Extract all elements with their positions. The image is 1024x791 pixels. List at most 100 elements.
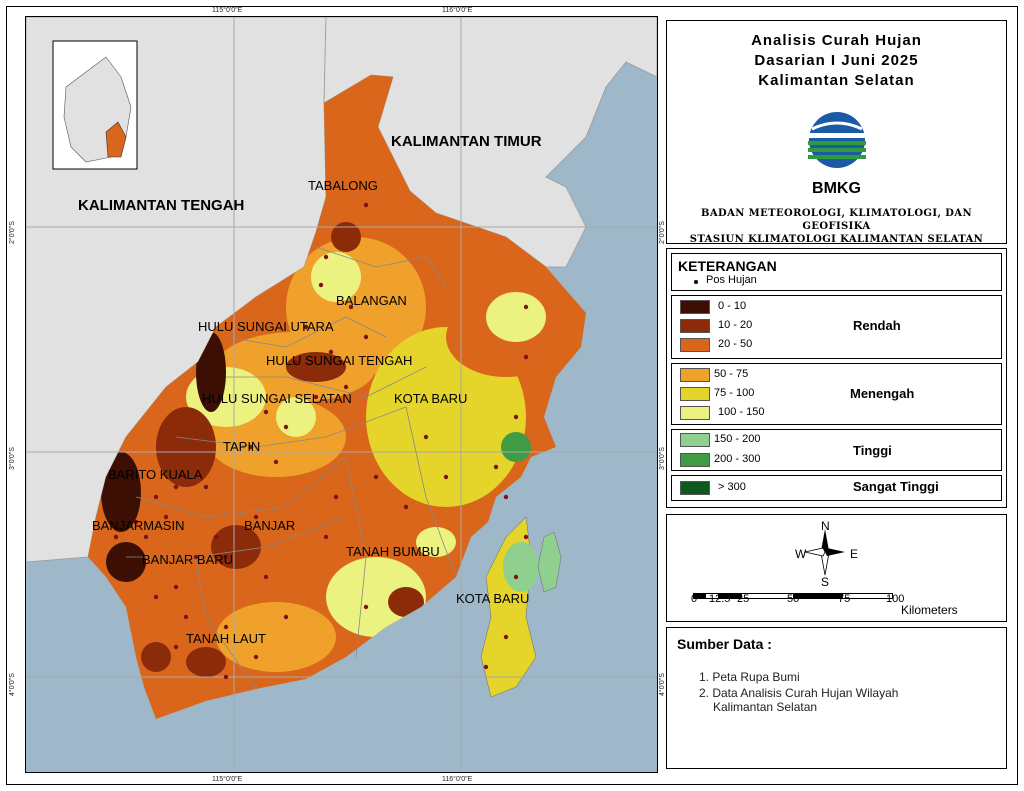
title-line-2: Dasarian I Juni 2025 bbox=[754, 52, 919, 69]
rain-station-point bbox=[203, 484, 209, 490]
coord-bottom-115: 115°0'0"E bbox=[212, 776, 243, 783]
rain-station-point bbox=[318, 282, 324, 288]
regency-label-hsu: HULU SUNGAI UTARA bbox=[198, 319, 334, 334]
compass-icon bbox=[804, 529, 845, 576]
scale-100: 100 bbox=[886, 593, 905, 605]
legend-group-tinggi: 150 - 200 200 - 300 Tinggi bbox=[671, 429, 1002, 471]
rain-station-point bbox=[348, 304, 354, 310]
rain-station-point bbox=[373, 474, 379, 480]
category-tinggi: Tinggi bbox=[853, 443, 892, 458]
rain-station-point bbox=[363, 334, 369, 340]
regency-label-barito-kuala: BARITO KUALA bbox=[108, 467, 203, 482]
regency-label-tanah-bumbu: TANAH BUMBU bbox=[346, 544, 440, 559]
rain-station-point bbox=[153, 494, 159, 500]
rain-station-point bbox=[263, 409, 269, 415]
legend-title: KETERANGAN bbox=[678, 258, 777, 274]
station-name: STASIUN KLIMATOLOGI KALIMANTAN SELATAN bbox=[689, 234, 984, 245]
regency-label-tanah-laut: TANAH LAUT bbox=[186, 631, 266, 646]
label-75-100: 75 - 100 bbox=[714, 387, 755, 399]
label-100-150: 100 - 150 bbox=[718, 406, 765, 418]
zone-pulau-laut-tinggi bbox=[503, 542, 539, 592]
rain-station-point bbox=[503, 494, 509, 500]
coord-top-116: 116°0'0"E bbox=[442, 7, 473, 14]
rain-station-point bbox=[173, 484, 179, 490]
rainfall-map[interactable]: KALIMANTAN TIMUR KALIMANTAN TENGAH TABAL… bbox=[25, 16, 658, 773]
regency-label-banjarmasin: BANJARMASIN bbox=[92, 518, 184, 533]
title-panel: Analisis Curah Hujan Dasarian I Juni 202… bbox=[666, 20, 1007, 245]
rain-station-point bbox=[193, 554, 199, 560]
legend-group-menengah: 50 - 75 75 - 100 100 - 150 Menengah bbox=[671, 363, 1002, 425]
rain-station-point bbox=[183, 614, 189, 620]
scale-unit: Kilometers bbox=[901, 603, 958, 617]
compass-scale-panel: N S W E 0 12.5 25 50 75 100 Kilometers bbox=[666, 514, 1007, 622]
rain-station-point bbox=[283, 614, 289, 620]
rain-station-point bbox=[343, 384, 349, 390]
scale-75: 75 bbox=[838, 593, 851, 605]
swatch-200-300 bbox=[680, 453, 710, 467]
rain-station-point bbox=[513, 414, 519, 420]
title-line-1: Analisis Curah Hujan bbox=[751, 32, 922, 49]
scale-bar bbox=[693, 593, 893, 599]
coord-right-2: 2°0'0"S bbox=[659, 221, 666, 244]
compass-e: E bbox=[850, 547, 859, 561]
rain-station-point bbox=[523, 534, 529, 540]
rain-station-point bbox=[323, 254, 329, 260]
pos-hujan-label: Pos Hujan bbox=[706, 274, 757, 286]
label-20-50: 20 - 50 bbox=[718, 338, 753, 350]
rain-station-point bbox=[503, 634, 509, 640]
rain-station-point bbox=[323, 534, 329, 540]
coord-right-3: 3°0'0"S bbox=[659, 447, 666, 470]
source-item-1: 1. Peta Rupa Bumi bbox=[699, 670, 800, 684]
rain-station-point bbox=[513, 574, 519, 580]
coord-left-3: 3°0'0"S bbox=[9, 447, 16, 470]
admin-boundaries bbox=[126, 246, 457, 690]
rain-station-point bbox=[523, 304, 529, 310]
rain-station-point bbox=[293, 359, 299, 365]
legend-header: KETERANGAN Pos Hujan bbox=[671, 253, 1002, 291]
coord-left-2: 2°0'0"S bbox=[9, 221, 16, 244]
regency-label-banjar: BANJAR bbox=[244, 518, 295, 533]
rain-station-point bbox=[313, 394, 319, 400]
scale-12-5: 12.5 bbox=[709, 593, 731, 605]
pos-hujan-icon bbox=[694, 280, 698, 284]
category-sangat-tinggi: Sangat Tinggi bbox=[853, 479, 939, 494]
rain-station-point bbox=[223, 554, 229, 560]
rain-station-point bbox=[333, 494, 339, 500]
source-item-3: Kalimantan Selatan bbox=[713, 700, 818, 714]
label-0-10: 0 - 10 bbox=[718, 300, 747, 312]
rain-station-point bbox=[363, 604, 369, 610]
rain-station-point bbox=[133, 519, 139, 525]
coord-bottom-116: 116°0'0"E bbox=[442, 776, 473, 783]
island-pulau-sebuku bbox=[537, 531, 562, 593]
swatch-75-100 bbox=[680, 387, 710, 401]
rain-station-point bbox=[493, 464, 499, 470]
label-10-20: 10 - 20 bbox=[718, 319, 753, 331]
coord-left-4: 4°0'0"S bbox=[9, 673, 16, 696]
swatch-0-10 bbox=[680, 300, 710, 314]
regency-label-hss: HULU SUNGAI SELATAN bbox=[202, 391, 352, 406]
scale-50: 50 bbox=[787, 593, 800, 605]
rain-station-point bbox=[523, 354, 529, 360]
source-item-2: 2. Data Analisis Curah Hujan Wilayah bbox=[699, 686, 899, 700]
regency-label-kotabaru-2: KOTA BARU bbox=[456, 591, 529, 606]
rain-station-point bbox=[328, 349, 334, 355]
swatch-50-75 bbox=[680, 368, 710, 382]
rain-station-point bbox=[248, 444, 254, 450]
rain-station-point bbox=[213, 534, 219, 540]
compass-n: N bbox=[821, 519, 830, 533]
scale-0: 0 bbox=[691, 593, 698, 605]
label-150-200: 150 - 200 bbox=[714, 433, 761, 445]
scale-25: 25 bbox=[737, 593, 750, 605]
rain-station-point bbox=[483, 664, 489, 670]
rain-station-point bbox=[253, 514, 259, 520]
agency-name: BADAN METEOROLOGI, KLIMATOLOGI, DAN GEOF… bbox=[700, 208, 972, 232]
label-300: > 300 bbox=[718, 481, 746, 493]
rain-station-point bbox=[163, 514, 169, 520]
bmkg-logo-text: BMKG bbox=[812, 180, 861, 197]
compass-s: S bbox=[821, 575, 830, 589]
compass-w: W bbox=[795, 547, 807, 561]
category-menengah: Menengah bbox=[850, 386, 915, 401]
swatch-20-50 bbox=[680, 338, 710, 352]
rain-station-point bbox=[113, 534, 119, 540]
legend-group-rendah: 0 - 10 10 - 20 20 - 50 Rendah bbox=[671, 295, 1002, 359]
